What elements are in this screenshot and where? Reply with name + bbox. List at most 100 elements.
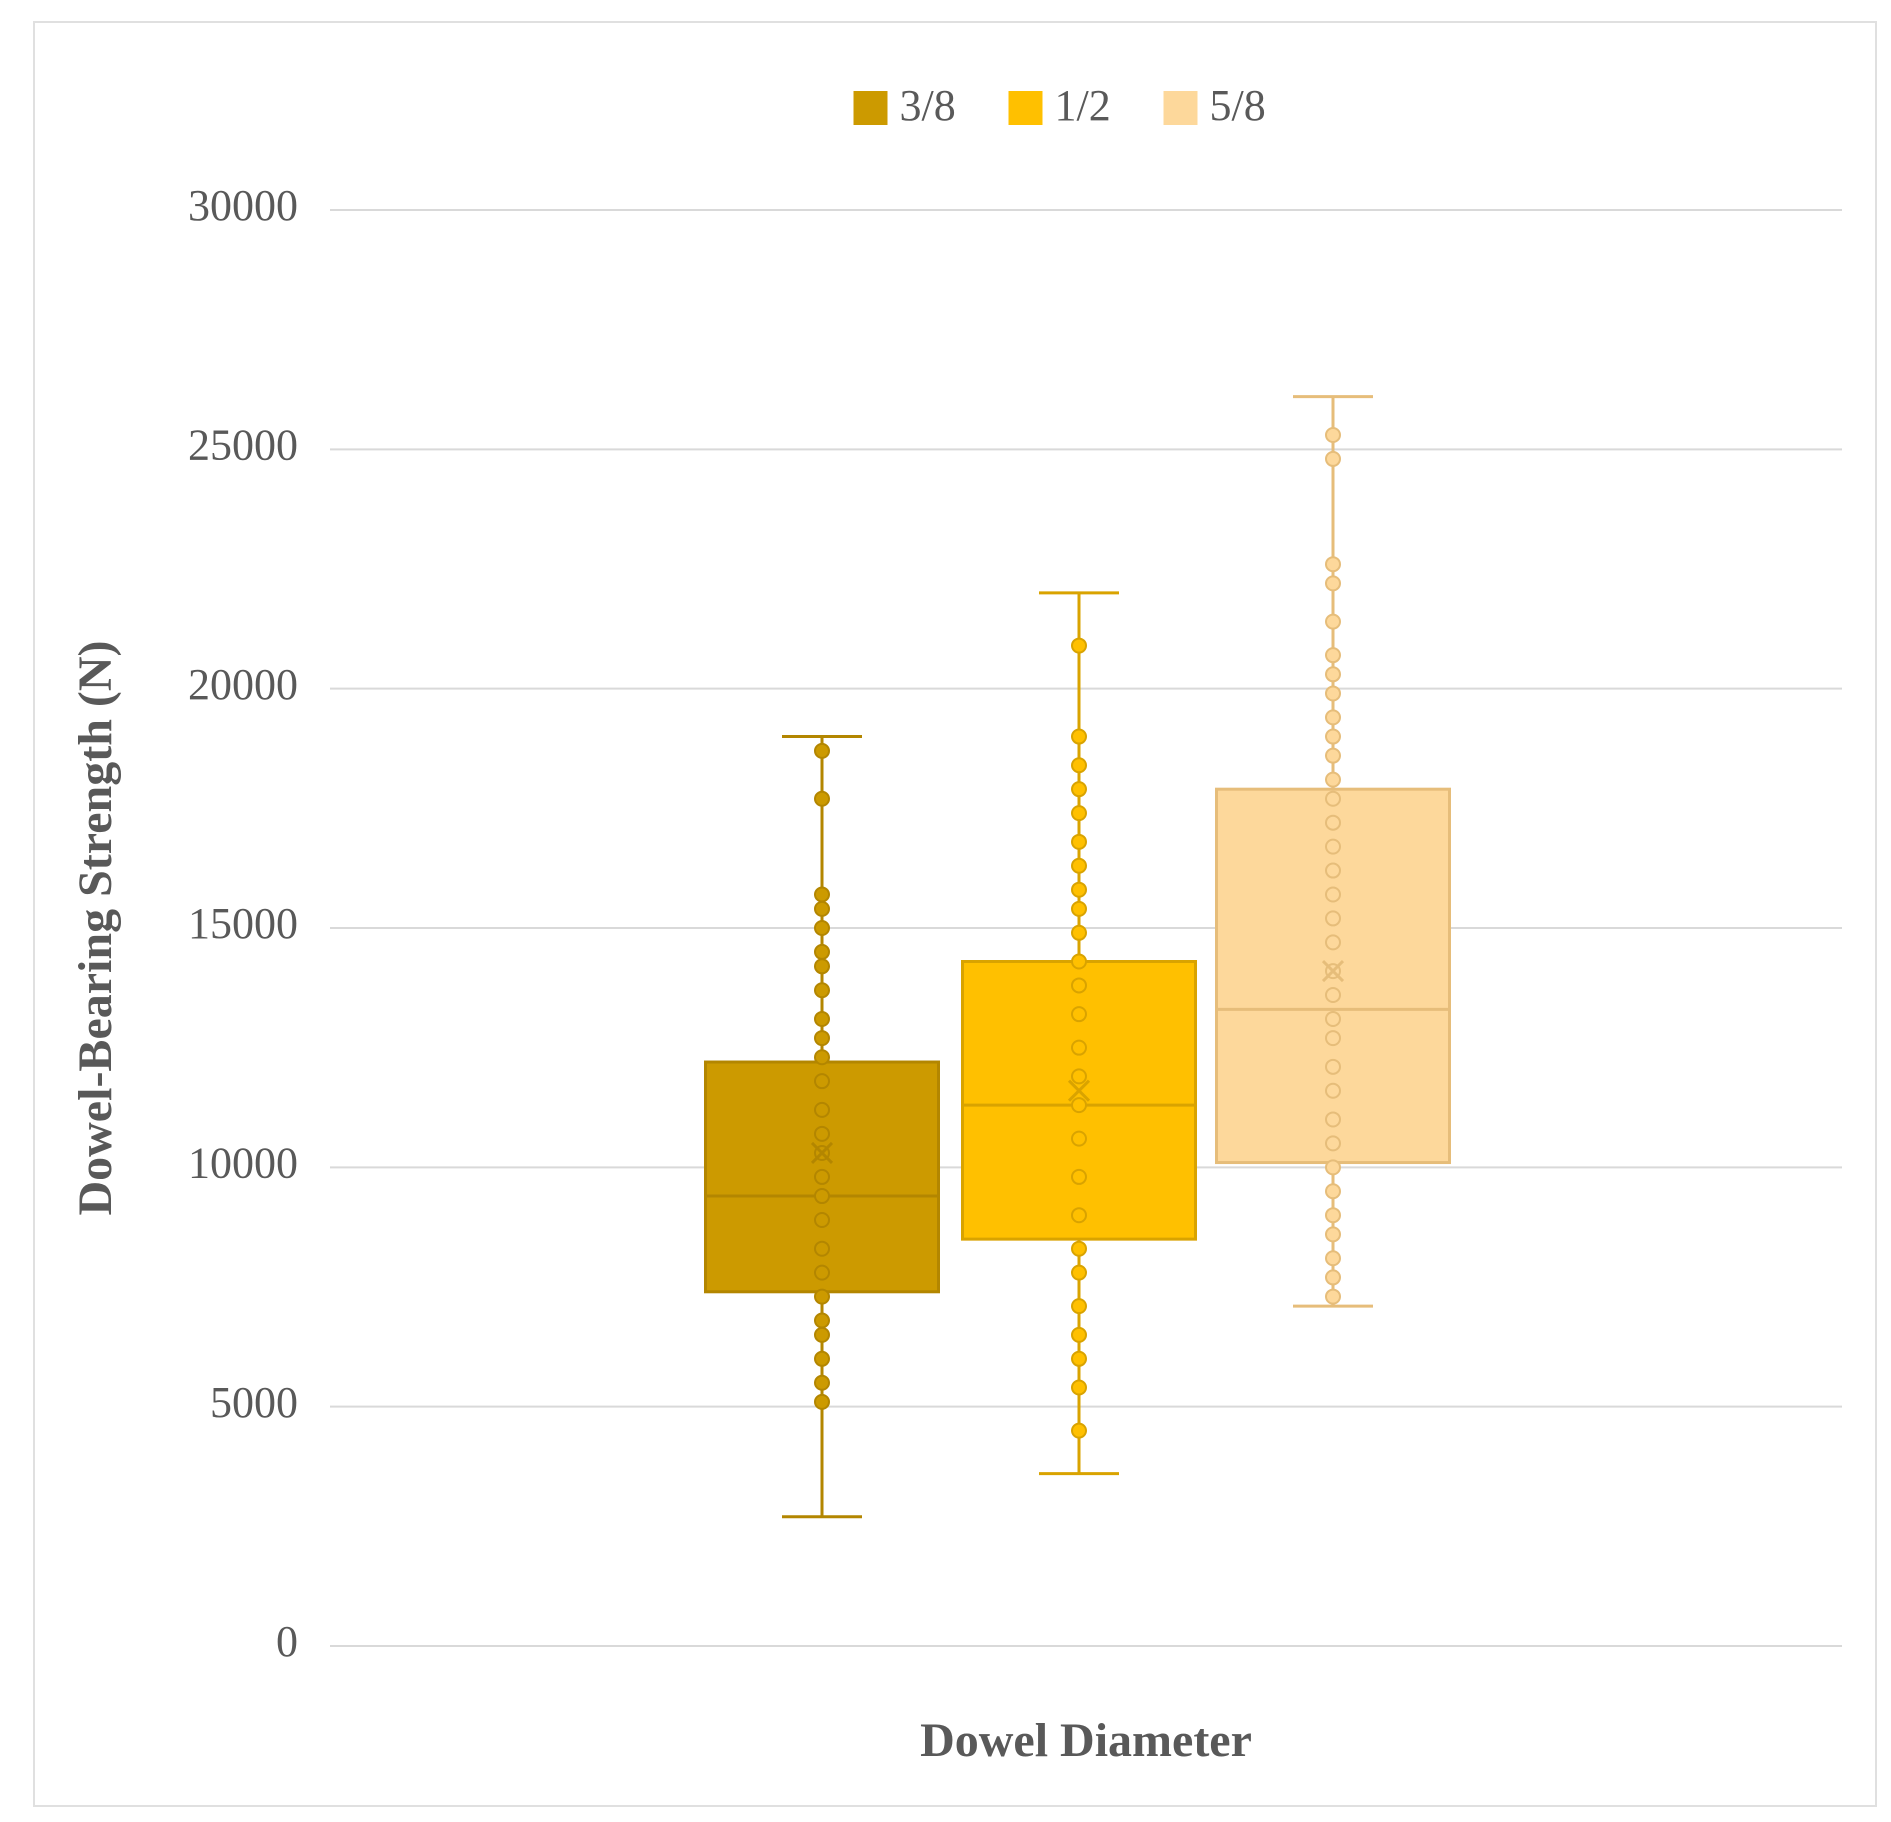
- data-point: [1071, 953, 1087, 970]
- data-point: [814, 1049, 830, 1066]
- data-point: [1325, 1183, 1341, 1200]
- data-point: [1325, 987, 1341, 1004]
- data-point: [1325, 910, 1341, 927]
- data-point: [814, 1030, 830, 1047]
- data-point: [1071, 1350, 1087, 1367]
- data-point: [1325, 838, 1341, 855]
- legend-label: 3/8: [900, 81, 956, 130]
- data-point: [814, 1393, 830, 1410]
- data-point: [1325, 747, 1341, 764]
- data-point: [1325, 1159, 1341, 1176]
- y-tick-label: 10000: [188, 1138, 298, 1187]
- mean-marker: [1321, 960, 1345, 983]
- data-point: [1071, 833, 1087, 850]
- data-point: [1325, 685, 1341, 702]
- data-point: [1071, 1422, 1087, 1439]
- data-point: [814, 920, 830, 936]
- y-tick-label: 15000: [188, 899, 298, 948]
- data-point: [1325, 575, 1341, 592]
- data-point: [814, 1125, 830, 1142]
- data-point: [1325, 934, 1341, 951]
- y-tick-label: 5000: [210, 1378, 298, 1427]
- data-point: [1071, 805, 1087, 822]
- data-point: [1325, 450, 1341, 467]
- data-point: [1071, 1006, 1087, 1023]
- data-point: [1071, 1207, 1087, 1224]
- data-point: [1325, 1030, 1341, 1047]
- data-point: [1071, 1326, 1087, 1343]
- data-point: [814, 1101, 830, 1118]
- data-point: [1071, 857, 1087, 874]
- data-point: [1325, 1135, 1341, 1152]
- x-axis-title: Dowel Diameter: [920, 1714, 1252, 1767]
- data-point: [1071, 1039, 1087, 1056]
- data-point: [1071, 1130, 1087, 1147]
- data-point: [1071, 977, 1087, 994]
- legend-label: 1/2: [1055, 81, 1111, 130]
- data-point: [1325, 814, 1341, 831]
- data-point: [1071, 1264, 1087, 1281]
- y-tick-label: 25000: [188, 420, 298, 469]
- data-point: [814, 1374, 830, 1391]
- data-point: [1325, 1058, 1341, 1075]
- data-point: [1325, 886, 1341, 903]
- data-point: [1071, 637, 1087, 654]
- chart-frame: [33, 21, 1877, 1807]
- data-point: [814, 1326, 830, 1343]
- data-point: [1071, 924, 1087, 941]
- data-point: [1325, 1010, 1341, 1027]
- data-point: [1325, 1111, 1341, 1128]
- data-point: [814, 1264, 830, 1281]
- data-point: [814, 886, 830, 903]
- data-point: [1071, 1379, 1087, 1396]
- data-point: [1325, 1207, 1341, 1224]
- data-point: [1071, 1068, 1087, 1085]
- data-point: [1325, 1226, 1341, 1243]
- data-point: [814, 1073, 830, 1090]
- data-point: [814, 1168, 830, 1185]
- data-point: [814, 1312, 830, 1329]
- data-point: [814, 1188, 830, 1205]
- data-point: [814, 943, 830, 960]
- data-point: [1071, 1168, 1087, 1185]
- data-point: [1325, 862, 1341, 879]
- mean-marker: [1067, 1079, 1091, 1102]
- data-point: [1325, 556, 1341, 573]
- data-point: [814, 1010, 830, 1027]
- data-point: [814, 1240, 830, 1257]
- data-point: [1325, 426, 1341, 443]
- data-point: [814, 1350, 830, 1367]
- y-axis-title: Dowel-Bearing Strength (N): [69, 640, 122, 1215]
- data-point: [1071, 1097, 1087, 1114]
- data-point: [1325, 728, 1341, 745]
- data-point: [1071, 1240, 1087, 1257]
- data-point: [814, 742, 830, 759]
- data-point: [1071, 781, 1087, 798]
- data-point: [814, 900, 830, 917]
- y-tick-label: 0: [276, 1617, 298, 1666]
- legend-swatch: [1008, 91, 1043, 125]
- mean-marker: [810, 1141, 834, 1165]
- legend-swatch: [853, 91, 888, 125]
- y-tick-label: 20000: [188, 660, 298, 709]
- data-point: [1071, 1298, 1087, 1315]
- data-point: [814, 1211, 830, 1228]
- y-tick-label: 30000: [188, 181, 298, 230]
- data-point: [1071, 728, 1087, 745]
- data-point: [1325, 1250, 1341, 1267]
- data-point: [1325, 790, 1341, 807]
- data-point: [814, 1288, 830, 1305]
- data-point: [814, 790, 830, 807]
- data-point: [1325, 647, 1341, 664]
- data-point: [814, 982, 830, 999]
- data-point: [1325, 666, 1341, 683]
- data-point: [1325, 1082, 1341, 1099]
- data-point: [1071, 757, 1087, 774]
- legend-swatch: [1163, 91, 1198, 125]
- data-point: [1071, 900, 1087, 917]
- data-point: [1325, 709, 1341, 726]
- data-point: [814, 958, 830, 975]
- data-point: [1325, 771, 1341, 788]
- data-point: [1071, 881, 1087, 898]
